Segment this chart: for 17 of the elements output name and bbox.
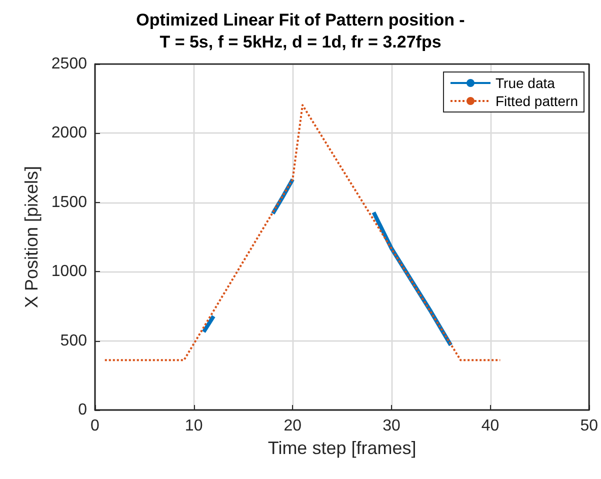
y-tick-label: 0 bbox=[78, 402, 88, 418]
x-tick-label: 20 bbox=[284, 418, 302, 434]
chart-title: Optimized Linear Fit of Pattern position - T = 5s, f = 5kHz, d = 1d, fr = 3.27fps bbox=[136, 10, 465, 52]
y-tick-label: 1500 bbox=[51, 194, 88, 211]
x-tick-label: 0 bbox=[90, 418, 100, 434]
y-axis-title: X Position [pixels] bbox=[22, 166, 42, 308]
y-tick-label: 1000 bbox=[51, 263, 88, 280]
x-axis-title: Time step [frames] bbox=[268, 438, 416, 458]
x-tick-label: 40 bbox=[481, 418, 500, 434]
y-tick-label: 2500 bbox=[51, 56, 88, 72]
x-tick-label: 30 bbox=[382, 418, 400, 434]
x-tick-label: 10 bbox=[184, 418, 203, 434]
y-tick-label: 500 bbox=[60, 332, 88, 350]
y-tick-label: 2000 bbox=[51, 124, 88, 142]
legend-label: True data bbox=[496, 75, 556, 91]
legend-label: Fitted pattern bbox=[496, 93, 578, 109]
x-tick-label: 50 bbox=[580, 418, 598, 434]
